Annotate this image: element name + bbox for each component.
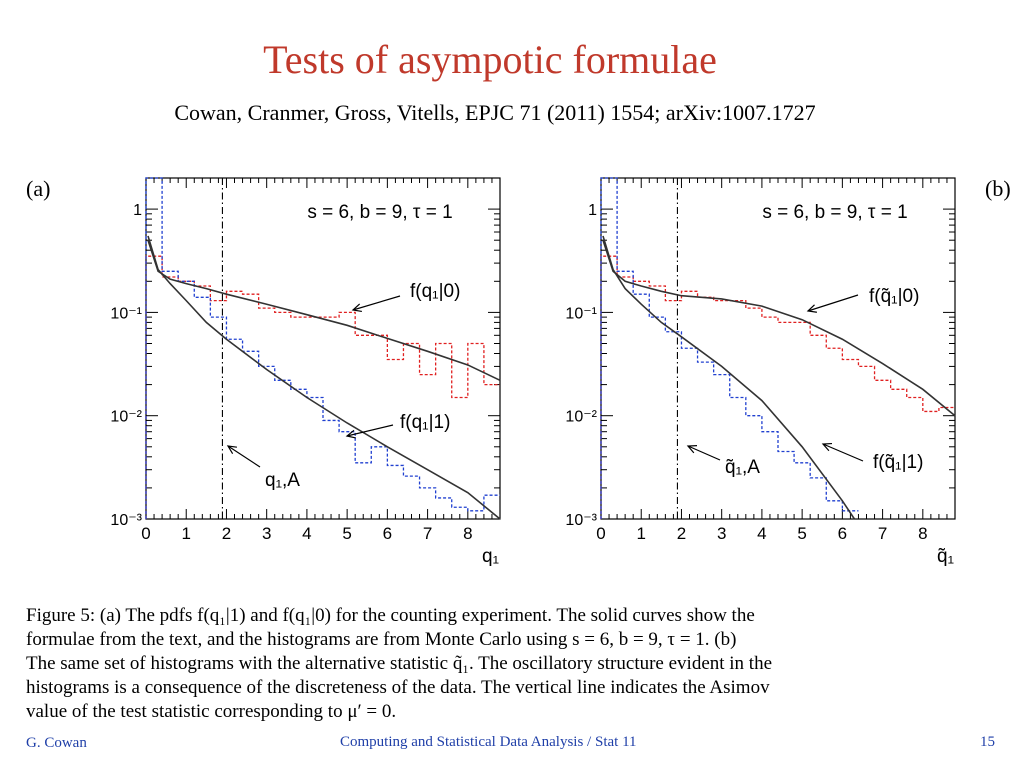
x-tick-label: 3 [262, 524, 271, 543]
chart-a: 0 1 2 3 4 5 6 7 8 1 10⁻¹ 10⁻² 10⁻³ s = 6, b = 9, τ =… [110, 177, 501, 567]
asimov-label-a: q₁,A [265, 470, 300, 491]
caption-line: Figure 5: (a) The pdfs f(q₁|1) and f(q₁|… [26, 605, 755, 626]
series-label-h0-b: f(q̃₁|0) [869, 286, 919, 307]
x-tick-label: 5 [797, 524, 806, 543]
caption-line: histograms is a consequence of the discr… [26, 677, 770, 698]
panel-label-b: (b) [985, 176, 1011, 201]
x-tick-label: 4 [757, 524, 766, 543]
x-tick-label: 6 [838, 524, 847, 543]
x-axis-label-b: q̃₁ [937, 546, 954, 567]
x-tick-label: 8 [463, 524, 472, 543]
caption-line: The same set of histograms with the alte… [26, 653, 773, 674]
panel-label-a: (a) [26, 176, 51, 201]
params-text-a: s = 6, b = 9, τ = 1 [307, 202, 452, 223]
y-tick-label: 10⁻¹ [565, 305, 597, 322]
x-tick-label: 1 [636, 524, 645, 543]
x-tick-label: 7 [423, 524, 432, 543]
x-tick-label: 8 [918, 524, 927, 543]
x-tick-label: 0 [596, 524, 605, 543]
annotation-arrow-h0-head [351, 303, 362, 313]
annotation-arrow-h1-head [345, 429, 356, 439]
formula-curve-h0-a [147, 239, 501, 382]
annotation-arrow-asimov [687, 445, 721, 461]
annotation-arrow-asimov [227, 445, 261, 468]
y-tick-label: 1 [133, 202, 142, 219]
annotation-arrow-h0-head [806, 304, 817, 313]
params-text-b: s = 6, b = 9, τ = 1 [762, 202, 907, 223]
plot-frame-a [145, 177, 501, 520]
formula-curve-h1-b [602, 235, 856, 520]
series-label-h0-a: f(q₁|0) [410, 281, 460, 302]
x-tick-label: 0 [141, 524, 150, 543]
slide-subtitle: Cowan, Cranmer, Gross, Vitells, EPJC 71 … [174, 100, 816, 125]
histogram-h1-b [600, 177, 859, 519]
chart-b: 0 1 2 3 4 5 6 7 8 1 10⁻¹ 10⁻² 10⁻³ s = 6, b = 9, τ =… [565, 177, 956, 567]
annotation-arrow-h0 [352, 295, 401, 311]
annotation-arrow-h0 [807, 294, 859, 312]
asimov-label-b: q̃₁,A [725, 457, 760, 478]
series-label-h1-a: f(q₁|1) [400, 412, 450, 433]
x-tick-label: 3 [717, 524, 726, 543]
formula-curve-h1-a [147, 235, 501, 520]
annotation-arrow-asimov-head [226, 445, 238, 455]
series-label-h1-b: f(q̃₁|1) [873, 452, 923, 473]
annotation-arrow-h1 [822, 443, 864, 462]
annotation-arrow-asimov-head [686, 445, 698, 454]
histogram-h1-a [145, 177, 500, 519]
y-tick-label: 10⁻³ [110, 512, 142, 529]
y-tick-label: 1 [588, 202, 597, 219]
annotation-arrow-h1-head [821, 442, 833, 452]
caption-line: value of the test statistic correspondin… [26, 701, 397, 722]
histogram-h0-b [600, 255, 955, 519]
x-tick-label: 1 [181, 524, 190, 543]
annotation-arrow-h1 [346, 424, 394, 437]
y-tick-label: 10⁻¹ [110, 305, 142, 322]
y-tick-label: 10⁻² [565, 409, 597, 426]
footer-course: Computing and Statistical Data Analysis … [340, 734, 637, 750]
x-tick-label: 2 [677, 524, 686, 543]
x-axis-label-a: q₁ [482, 546, 499, 567]
footer-author: G. Cowan [26, 735, 87, 751]
figure-caption: Figure 5: (a) The pdfs f(q₁|1) and f(q₁|… [26, 604, 1016, 724]
footer-page-number: 15 [980, 734, 995, 750]
formula-curve-h0-b [602, 239, 956, 417]
y-tick-label: 10⁻² [110, 409, 142, 426]
x-tick-label: 4 [302, 524, 311, 543]
caption-line: formulae from the text, and the histogra… [26, 629, 737, 650]
slide-title: Tests of asympotic formulae [263, 37, 717, 82]
x-tick-label: 2 [222, 524, 231, 543]
x-tick-label: 7 [878, 524, 887, 543]
y-tick-label: 10⁻³ [565, 512, 597, 529]
x-tick-label: 6 [383, 524, 392, 543]
x-tick-label: 5 [342, 524, 351, 543]
